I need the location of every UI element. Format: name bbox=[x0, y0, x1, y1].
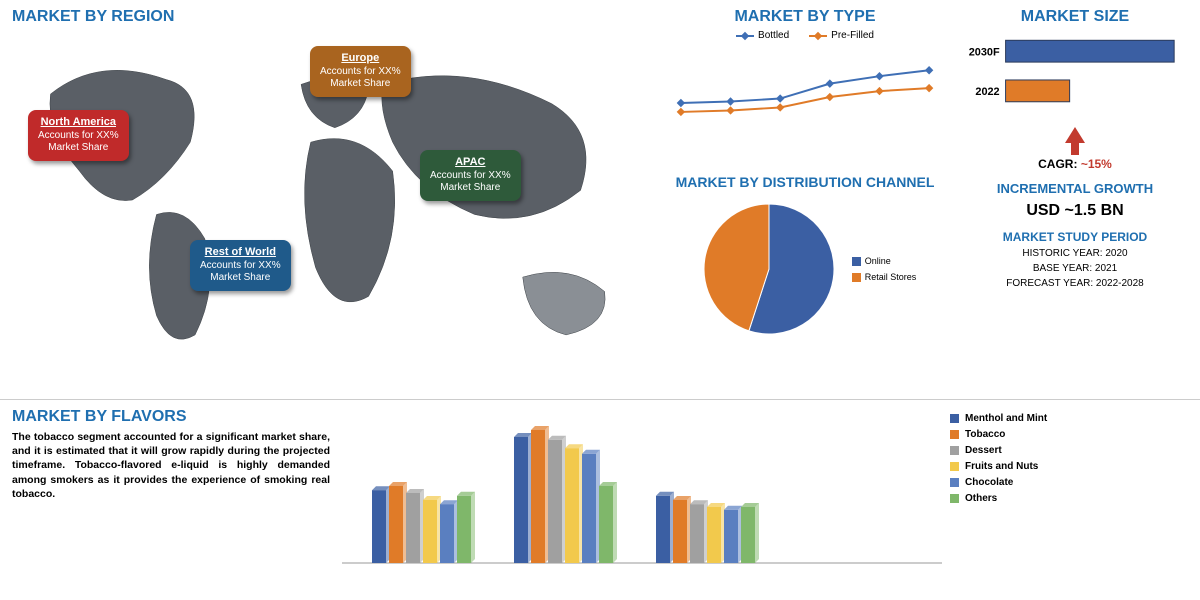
type-legend-item: Pre-Filled bbox=[809, 30, 874, 41]
flavor-legend-item: Others bbox=[950, 493, 1182, 504]
flavors-legend: Menthol and Mint Tobacco Dessert Fruits and… bbox=[942, 408, 1182, 568]
flavor-legend-item: Tobacco bbox=[950, 429, 1182, 440]
type-line-chart bbox=[666, 43, 944, 163]
svg-text:2022: 2022 bbox=[975, 86, 999, 98]
region-title: MARKET BY REGION bbox=[12, 8, 648, 26]
type-title: MARKET BY TYPE bbox=[666, 8, 944, 26]
distribution-legend-item: Retail Stores bbox=[852, 272, 917, 282]
study-label: MARKET STUDY PERIOD bbox=[956, 230, 1194, 244]
study-line: HISTORIC YEAR: 2020 bbox=[956, 248, 1194, 259]
size-title: MARKET SIZE bbox=[956, 8, 1194, 26]
cagr-label: CAGR: bbox=[1038, 157, 1077, 171]
flavors-text: The tobacco segment accounted for a sign… bbox=[12, 430, 330, 501]
type-legend-item: Bottled bbox=[736, 30, 789, 41]
flavor-legend-item: Chocolate bbox=[950, 477, 1182, 488]
region-tag-apac: APAC Accounts for XX% Market Share bbox=[420, 150, 521, 201]
distribution-pie bbox=[694, 194, 844, 344]
type-panel: MARKET BY TYPE Bottled Pre-Filled MARKET … bbox=[660, 0, 950, 399]
region-tag-row: Rest of World Accounts for XX% Market Sh… bbox=[190, 240, 291, 291]
growth-label: INCREMENTAL GROWTH bbox=[956, 181, 1194, 196]
region-tag-na: North America Accounts for XX% Market Sh… bbox=[28, 110, 129, 161]
type-legend: Bottled Pre-Filled bbox=[666, 30, 944, 41]
up-arrow-icon bbox=[1065, 127, 1085, 155]
flavors-title: MARKET BY FLAVORS bbox=[12, 408, 330, 426]
size-panel: MARKET SIZE 2030F 2022 CAGR: ~15% INCREME… bbox=[950, 0, 1200, 399]
region-tag-eu: Europe Accounts for XX% Market Share bbox=[310, 46, 411, 97]
flavor-legend-item: Dessert bbox=[950, 445, 1182, 456]
size-bar-chart: 2030F 2022 bbox=[956, 30, 1194, 120]
distribution-legend-item: Online bbox=[852, 256, 917, 266]
flavor-legend-item: Menthol and Mint bbox=[950, 413, 1182, 424]
region-panel: MARKET BY REGION North America Accounts … bbox=[0, 0, 660, 399]
svg-text:2030F: 2030F bbox=[969, 47, 1000, 59]
study-line: FORECAST YEAR: 2022-2028 bbox=[956, 278, 1194, 289]
flavor-legend-item: Fruits and Nuts bbox=[950, 461, 1182, 472]
study-line: BASE YEAR: 2021 bbox=[956, 263, 1194, 274]
growth-value: USD ~1.5 BN bbox=[956, 202, 1194, 220]
distribution-legend: Online Retail Stores bbox=[852, 250, 917, 288]
map-af bbox=[305, 139, 395, 302]
map-au bbox=[523, 272, 605, 335]
distribution-title: MARKET BY DISTRIBUTION CHANNEL bbox=[666, 174, 944, 190]
flavors-panel: MARKET BY FLAVORS The tobacco segment ac… bbox=[0, 400, 1200, 576]
cagr-value: ~15% bbox=[1081, 157, 1112, 171]
distribution-panel: MARKET BY DISTRIBUTION CHANNEL Online Ret… bbox=[666, 174, 944, 344]
flavors-bar-chart bbox=[342, 408, 942, 568]
